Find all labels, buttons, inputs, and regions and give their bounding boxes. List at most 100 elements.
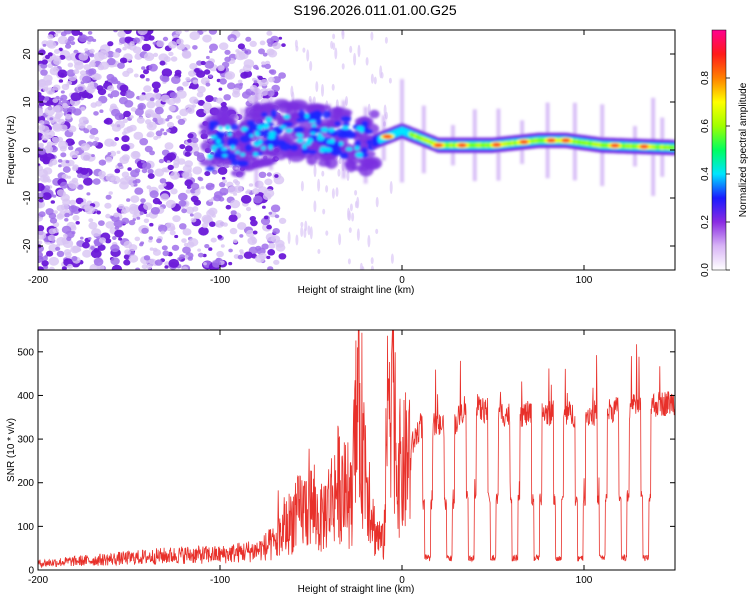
noise-blob (175, 30, 182, 35)
noise-blob (200, 60, 206, 66)
noise-blob (38, 202, 41, 207)
noise-blob (136, 216, 141, 220)
snr-y-tick-label: 500 (17, 347, 34, 358)
noise-blob (375, 196, 379, 208)
noise-blob (220, 101, 227, 107)
noise-blob (234, 180, 241, 186)
noise-blob (62, 166, 71, 173)
heatmap-area (38, 30, 675, 270)
noise-blob (68, 205, 78, 213)
noise-blob (78, 184, 83, 188)
signal-blob (268, 131, 277, 137)
signal-blob (213, 153, 225, 159)
signal-blob (296, 138, 304, 144)
noise-blob (38, 183, 45, 192)
noise-blob (57, 69, 68, 78)
noise-blob (38, 256, 44, 263)
noise-blob (341, 63, 345, 70)
noise-blob (110, 103, 117, 110)
noise-blob (134, 236, 141, 242)
noise-blob (149, 190, 159, 199)
noise-blob (123, 30, 132, 35)
signal-hotspot (457, 143, 467, 148)
noise-blob (250, 219, 258, 227)
noise-blob (53, 210, 58, 215)
noise-blob (118, 204, 125, 210)
noise-blob (71, 231, 76, 235)
noise-blob (203, 69, 211, 75)
noise-blob (351, 212, 355, 222)
noise-blob (375, 228, 379, 235)
noise-blob (114, 137, 120, 141)
signal-blob (253, 141, 261, 147)
noise-blob (151, 81, 161, 90)
noise-blob (139, 94, 147, 101)
noise-blob (245, 229, 255, 238)
noise-blob (52, 84, 61, 91)
noise-blob (225, 204, 232, 210)
signal-blob (304, 113, 310, 119)
signal-hotspot (519, 139, 529, 144)
noise-blob (78, 34, 88, 42)
signal-blob (308, 111, 321, 120)
noise-blob (143, 52, 155, 61)
noise-blob (38, 230, 47, 240)
noise-blob (152, 41, 157, 45)
snr-x-axis-label: Height of straight line (km) (298, 584, 415, 595)
signal-blob (334, 121, 341, 127)
signal-blob (244, 143, 253, 152)
noise-blob (129, 203, 138, 211)
noise-blob (338, 157, 342, 165)
noise-blob (232, 239, 238, 244)
noise-blob (123, 240, 133, 249)
signal-blob (215, 131, 227, 137)
noise-blob (68, 180, 79, 189)
noise-blob (349, 203, 353, 212)
noise-blob (187, 138, 193, 143)
noise-blob (121, 217, 130, 225)
signal-blob (285, 129, 293, 133)
signal-blob (301, 147, 310, 155)
noise-blob (295, 234, 299, 246)
heatmap-x-axis-label: Height of straight line (km) (298, 285, 415, 296)
noise-blob (143, 85, 152, 93)
noise-blob (268, 76, 275, 83)
noise-blob (80, 236, 84, 240)
signal-blob (302, 143, 307, 150)
noise-blob (59, 181, 69, 189)
noise-blob (200, 186, 205, 190)
noise-blob (193, 212, 202, 220)
signal-blob (257, 157, 277, 166)
noise-blob (197, 248, 202, 252)
noise-blob (209, 50, 213, 54)
noise-blob (40, 69, 48, 76)
noise-blob (54, 113, 62, 120)
noise-blob (84, 48, 89, 52)
signal-blob (257, 124, 264, 131)
noise-blob (202, 102, 212, 110)
noise-blob (88, 61, 96, 68)
noise-blob (67, 62, 74, 68)
signal-band (670, 144, 675, 151)
noise-blob (71, 30, 81, 36)
colorbar-tick-label: 0.0 (700, 263, 711, 277)
noise-blob (266, 30, 273, 36)
noise-blob (201, 30, 208, 33)
noise-blob (179, 44, 185, 49)
noise-blob (218, 87, 223, 91)
noise-blob (39, 120, 45, 125)
signal-blob (341, 125, 349, 130)
signal-blob (295, 117, 307, 123)
noise-blob (267, 249, 276, 256)
noise-blob (260, 217, 271, 226)
noise-blob (60, 152, 67, 158)
noise-blob (253, 195, 263, 204)
noise-blob (258, 171, 267, 178)
noise-blob (208, 247, 213, 251)
noise-blob (270, 235, 281, 244)
noise-blob (53, 58, 62, 65)
noise-blob (205, 95, 214, 103)
noise-blob (239, 249, 244, 253)
signal-blob (345, 147, 353, 152)
noise-blob (228, 248, 233, 253)
